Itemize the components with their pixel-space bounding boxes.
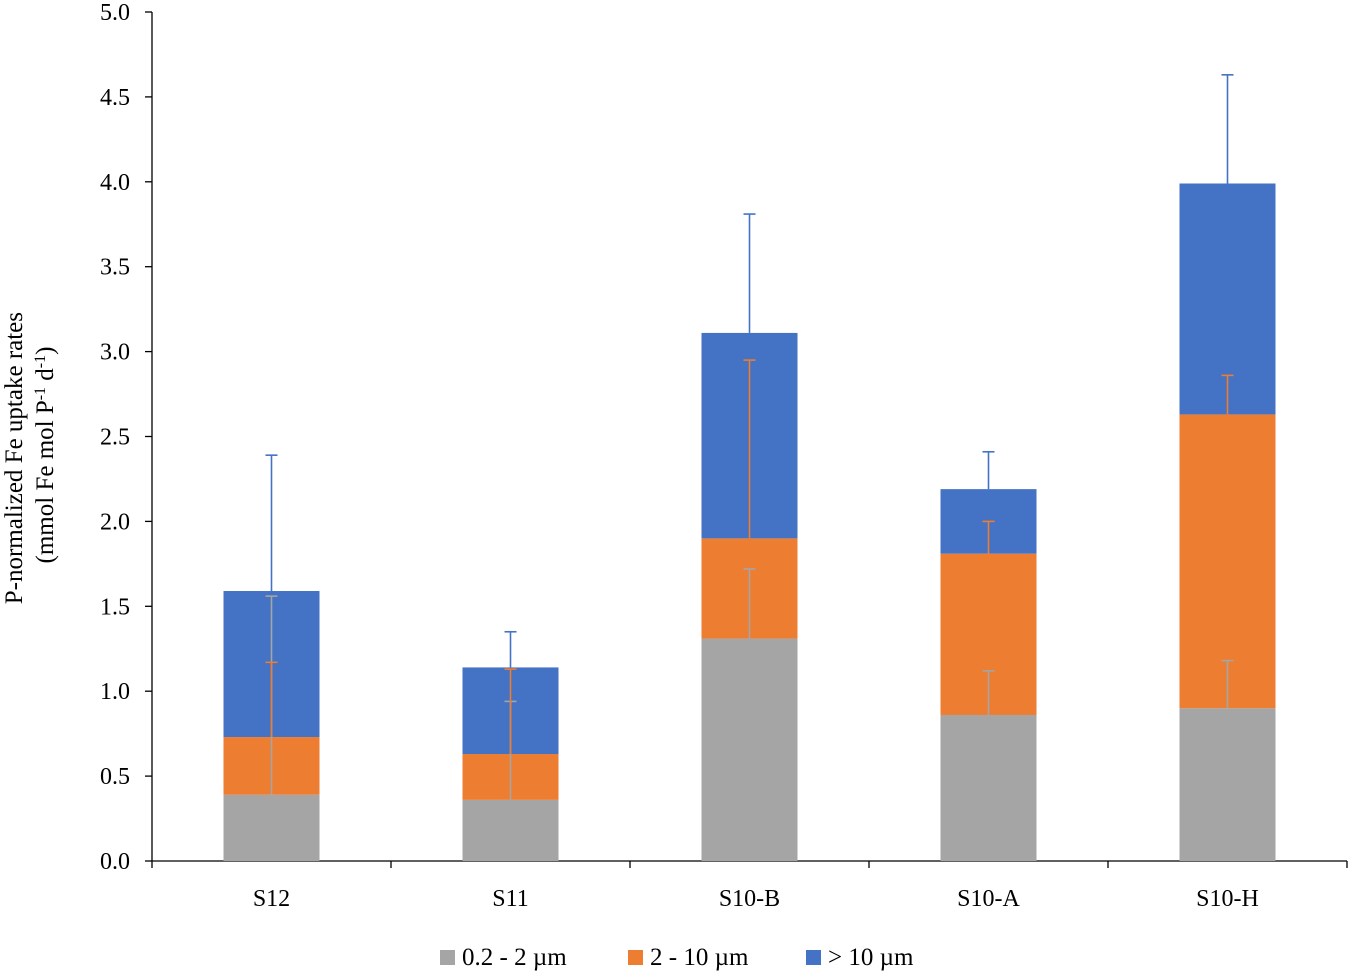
y-axis-title-sup2: -1 — [32, 355, 49, 368]
y-tick-label: 1.0 — [100, 679, 130, 705]
legend-swatch-3 — [806, 950, 821, 965]
x-tick-label: S11 — [492, 886, 528, 912]
x-tick-label: S10-A — [957, 886, 1020, 912]
legend-label-1: 0.2 - 2 µm — [462, 944, 567, 971]
y-axis-title-sup1: -1 — [32, 387, 49, 400]
legend-label-2: 2 - 10 µm — [650, 944, 749, 971]
y-tick-label: 1.5 — [100, 594, 130, 620]
legend-label-3: > 10 µm — [828, 944, 914, 971]
legend-swatch-2 — [628, 950, 643, 965]
y-axis-title-unit: (mmol Fe mol P — [32, 400, 59, 563]
y-tick-label: 0.0 — [100, 849, 130, 875]
y-tick-label: 4.0 — [100, 170, 130, 196]
y-axis-title-line1: P-normalized Fe uptake rates — [1, 312, 28, 604]
y-tick-label: 2.5 — [100, 425, 130, 451]
y-axis-title: P-normalized Fe uptake rates (mmol Fe mo… — [1, 306, 59, 605]
y-tick-label: 3.0 — [100, 340, 130, 366]
bar-S10-A-series-1 — [940, 714, 1037, 861]
x-tick-label: S10-B — [719, 886, 780, 912]
labels-layer: 0.0 0.5 1.0 1.5 2.0 2.5 3.0 3.5 4.0 4.5 5.0 S12 S11 S… — [100, 0, 1259, 912]
y-tick-label: 2.0 — [100, 509, 130, 535]
y-axis-title-mid: d — [32, 368, 59, 387]
bar-S11-series-1 — [462, 799, 559, 861]
x-tick-label: S12 — [253, 886, 290, 912]
bar-S10-H-series-2 — [1179, 414, 1276, 709]
x-tick-label: S10-H — [1196, 886, 1259, 912]
y-tick-label: 4.5 — [100, 85, 130, 111]
legend: 0.2 - 2 µm 2 - 10 µm > 10 µm — [440, 944, 914, 971]
bar-S10-B-series-1 — [701, 638, 798, 861]
bar-S10-H-series-1 — [1179, 708, 1276, 861]
y-tick-label: 3.5 — [100, 255, 130, 281]
y-tick-label: 0.5 — [100, 764, 130, 790]
error-bars-layer — [265, 74, 1234, 800]
bar-S12-series-1 — [223, 794, 320, 861]
y-tick-label: 5.0 — [100, 0, 130, 26]
y-axis-title-suffix: ) — [32, 347, 59, 355]
legend-swatch-1 — [440, 950, 455, 965]
